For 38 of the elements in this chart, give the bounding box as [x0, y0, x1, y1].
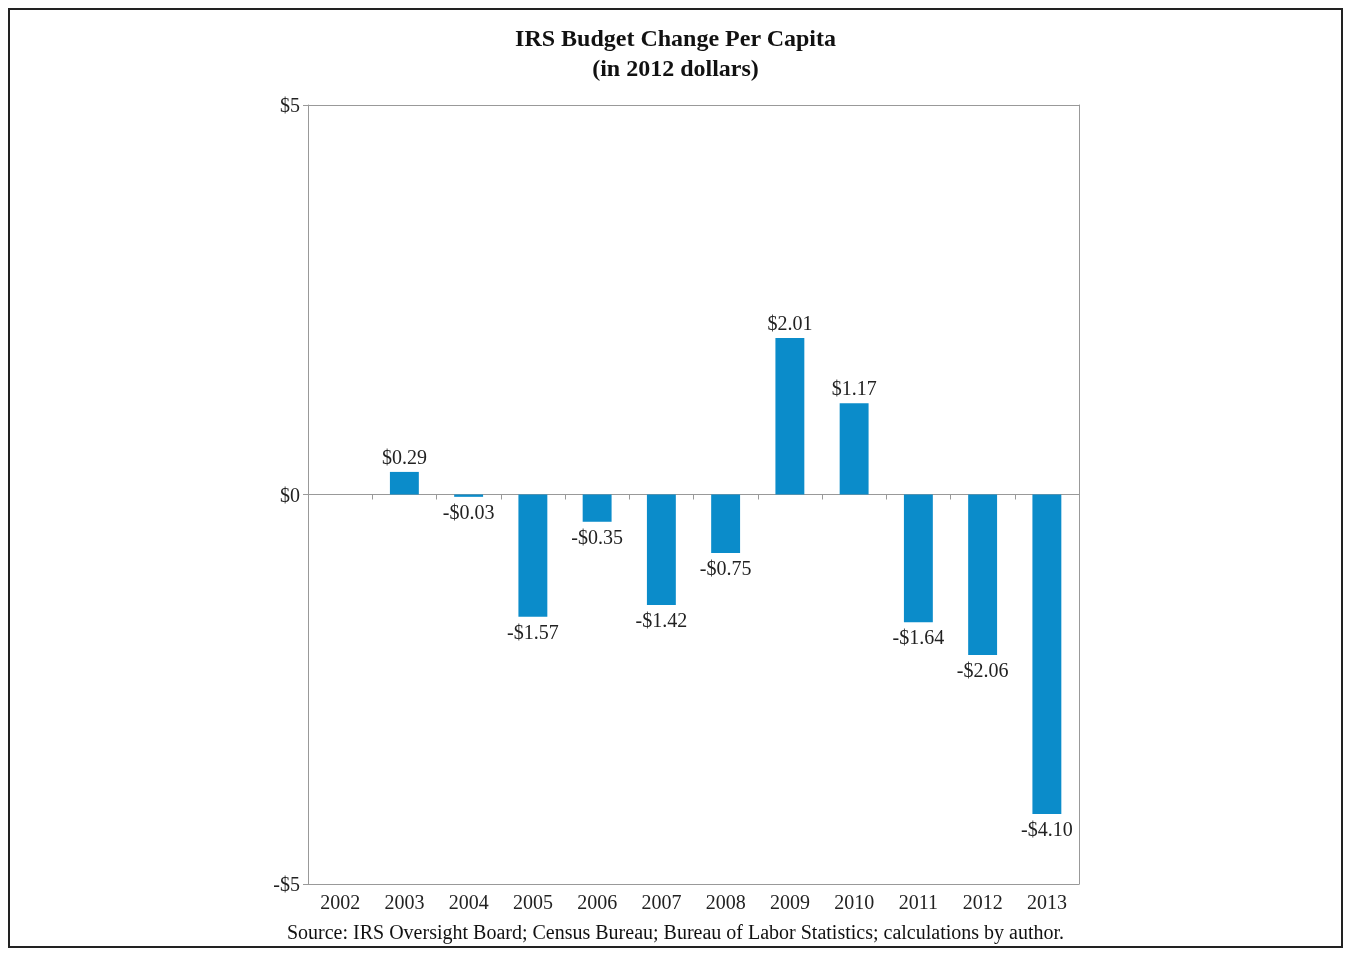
x-tick-label: 2013 — [1026, 891, 1067, 913]
data-label: $2.01 — [767, 311, 813, 334]
y-tick-label: $0 — [280, 483, 300, 506]
chart-title: IRS Budget Change Per Capita (in 2012 dollars) — [515, 25, 836, 81]
bar — [582, 494, 612, 522]
bar — [711, 494, 741, 553]
bar — [389, 471, 419, 495]
bar — [775, 337, 805, 495]
x-tick-label: 2009 — [769, 891, 810, 913]
bar — [903, 494, 933, 623]
x-tick-label: 2002 — [320, 891, 361, 913]
bar — [518, 494, 548, 617]
data-label: $1.17 — [831, 377, 877, 400]
data-label: -$1.64 — [892, 626, 945, 649]
data-label: -$0.35 — [571, 525, 623, 548]
x-tick-label: 2007 — [641, 891, 682, 913]
data-label: -$1.42 — [635, 609, 688, 632]
data-label: -$0.75 — [699, 556, 752, 579]
y-tick-label: $5 — [280, 94, 300, 116]
x-tick-label: 2011 — [898, 891, 939, 913]
source-note: Source: IRS Oversight Board; Census Bureau; Bureau of Labor Statistics; calculations by author. — [286, 921, 1065, 944]
x-tick-label: 2004 — [448, 891, 489, 913]
data-label: $0.29 — [381, 445, 427, 468]
data-label: -$2.06 — [956, 658, 1009, 681]
y-tick-label: -$5 — [273, 873, 300, 895]
x-tick-label: 2008 — [705, 891, 746, 913]
bar — [839, 403, 869, 495]
bar — [968, 494, 998, 655]
bar — [646, 494, 676, 606]
data-label: -$0.03 — [442, 500, 495, 523]
data-label: -$1.57 — [507, 620, 559, 643]
x-tick-label: 2006 — [577, 891, 618, 913]
x-tick-label: 2005 — [512, 891, 553, 913]
x-tick-label: 2010 — [834, 891, 875, 913]
x-tick-label: 2003 — [384, 891, 425, 913]
bar — [1032, 494, 1062, 814]
x-tick-label: 2012 — [962, 891, 1003, 913]
data-label: -$4.10 — [1021, 817, 1073, 840]
